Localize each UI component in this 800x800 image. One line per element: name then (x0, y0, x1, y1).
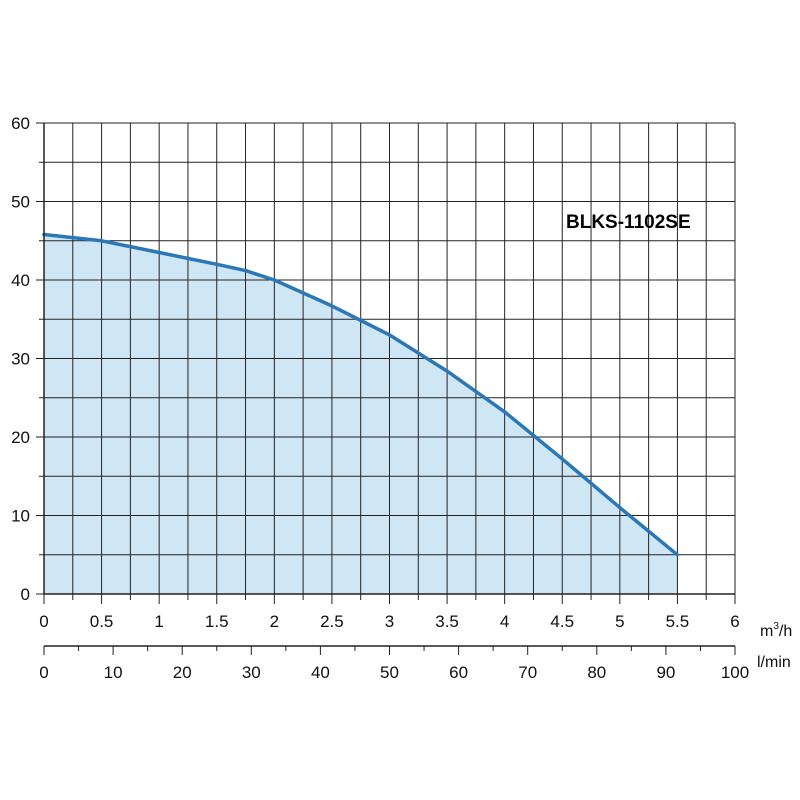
x2-tick-label: 20 (173, 663, 192, 682)
x2-tick-label: 100 (721, 663, 749, 682)
unit-primary-base: m (760, 623, 773, 640)
x-tick-label: 4.5 (550, 612, 574, 631)
x-tick-label: 5.5 (666, 612, 690, 631)
y-tick-label: 40 (11, 271, 30, 290)
x-tick-label: 6 (730, 612, 739, 631)
y-tick-label: 10 (11, 507, 30, 526)
x2-tick-label: 30 (242, 663, 261, 682)
x-tick-label: 1 (154, 612, 163, 631)
x-axis-unit-secondary: l/min (757, 654, 791, 671)
axes (36, 122, 736, 655)
x-tick-label: 0 (39, 612, 48, 631)
x-tick-label: 3 (385, 612, 394, 631)
x-tick-label: 2.5 (320, 612, 344, 631)
y-tick-label: 30 (11, 350, 30, 369)
x-tick-label: 1.5 (205, 612, 229, 631)
x-tick-label: 2 (270, 612, 279, 631)
unit-primary-sup: 3 (773, 621, 779, 632)
unit-primary-tail: /h (779, 623, 792, 640)
y-tick-label: 60 (11, 114, 30, 133)
x2-tick-label: 70 (518, 663, 537, 682)
x2-tick-label: 0 (39, 663, 48, 682)
y-tick-label: 0 (21, 585, 30, 604)
x2-tick-label: 80 (587, 663, 606, 682)
x2-tick-label: 50 (380, 663, 399, 682)
x-tick-label: 3.5 (435, 612, 459, 631)
y-tick-label: 20 (11, 428, 30, 447)
x2-tick-label: 90 (656, 663, 675, 682)
x2-tick-label: 40 (311, 663, 330, 682)
model-label: BLKS-1102SE (566, 212, 691, 233)
x-axis-unit-primary: m3/h (760, 621, 792, 640)
x-tick-label: 0.5 (90, 612, 114, 631)
x2-tick-label: 60 (449, 663, 468, 682)
x-tick-label: 4 (500, 612, 509, 631)
series-line (42, 232, 680, 557)
y-tick-label: 50 (11, 193, 30, 212)
x-tick-label: 5 (615, 612, 624, 631)
x2-tick-label: 10 (104, 663, 123, 682)
